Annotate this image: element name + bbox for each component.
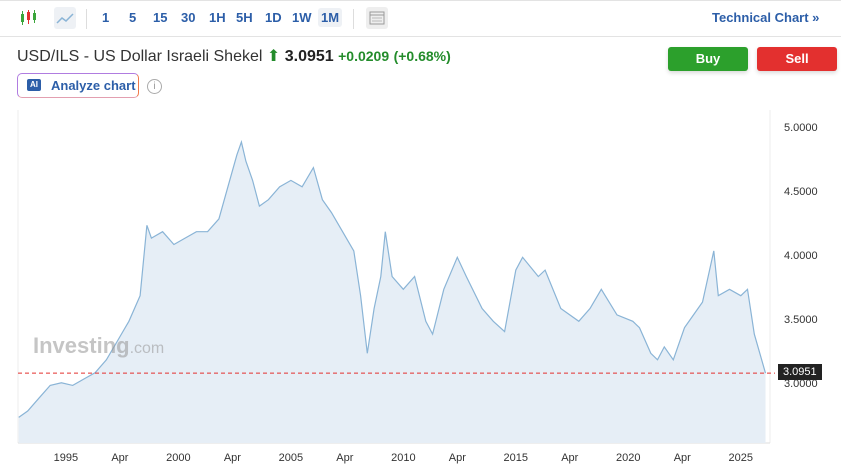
info-icon[interactable]: i: [147, 79, 162, 94]
instrument-header: USD/ILS - US Dollar Israeli Shekel ⬆ 3.0…: [17, 46, 451, 66]
buy-button[interactable]: Buy: [668, 47, 748, 71]
x-tick-label: 2005: [278, 452, 304, 464]
candlestick-icon[interactable]: [17, 7, 39, 29]
y-tick-label: 4.5000: [784, 186, 818, 199]
x-tick-label: Apr: [673, 452, 691, 464]
divider: [353, 9, 354, 29]
instrument-title: USD/ILS - US Dollar Israeli Shekel: [17, 48, 263, 65]
interval-1d[interactable]: 1D: [265, 10, 282, 25]
y-tick-label: 3.0000: [784, 378, 818, 391]
area-fill: [18, 142, 766, 443]
x-tick-label: 2010: [391, 452, 416, 464]
interval-5[interactable]: 5: [129, 10, 137, 25]
x-tick-label: 1995: [53, 452, 79, 464]
interval-1m[interactable]: 1M: [318, 8, 343, 27]
chart-toolbar: 1 5 15 30 1H 5H 1D 1W 1M Technical Chart…: [0, 0, 841, 37]
x-tick-label: 2020: [616, 452, 641, 464]
x-tick-label: 2015: [503, 452, 529, 464]
last-price-tag: 3.0951: [778, 364, 822, 380]
y-tick-label: 3.5000: [784, 314, 818, 327]
price-change-percent: (+0.68%): [393, 48, 451, 64]
analyze-chart-button[interactable]: AI Analyze chart: [17, 73, 139, 98]
up-arrow-icon: ⬆: [266, 48, 281, 65]
y-tick-label: 4.0000: [784, 250, 818, 263]
ai-icon: AI: [27, 79, 41, 91]
interval-1h[interactable]: 1H: [209, 10, 226, 25]
interval-1[interactable]: 1: [102, 10, 110, 25]
price-change: +0.0209: [338, 48, 390, 64]
x-tick-label: Apr: [223, 452, 241, 464]
interval-1w[interactable]: 1W: [292, 10, 312, 25]
y-tick-label: 5.0000: [784, 122, 818, 135]
area-chart-icon[interactable]: [54, 7, 76, 29]
divider: [86, 9, 87, 29]
sell-button[interactable]: Sell: [757, 47, 837, 71]
x-tick-label: Apr: [336, 452, 354, 464]
x-tick-label: Apr: [448, 452, 466, 464]
x-tick-label: Apr: [111, 452, 129, 464]
analyze-chart-label: Analyze chart: [51, 78, 136, 93]
price-line: [18, 139, 767, 418]
watermark: Investing.com: [33, 333, 165, 358]
interval-30[interactable]: 30: [181, 10, 196, 25]
x-tick-label: 2000: [166, 452, 191, 464]
x-tick-label: 2025: [728, 452, 753, 464]
last-price: 3.0951: [284, 48, 334, 65]
interval-15[interactable]: 15: [153, 10, 168, 25]
news-layout-icon[interactable]: [366, 7, 388, 29]
technical-chart-link[interactable]: Technical Chart »: [712, 10, 820, 25]
x-tick-label: Apr: [561, 452, 579, 464]
interval-5h[interactable]: 5H: [236, 10, 253, 25]
